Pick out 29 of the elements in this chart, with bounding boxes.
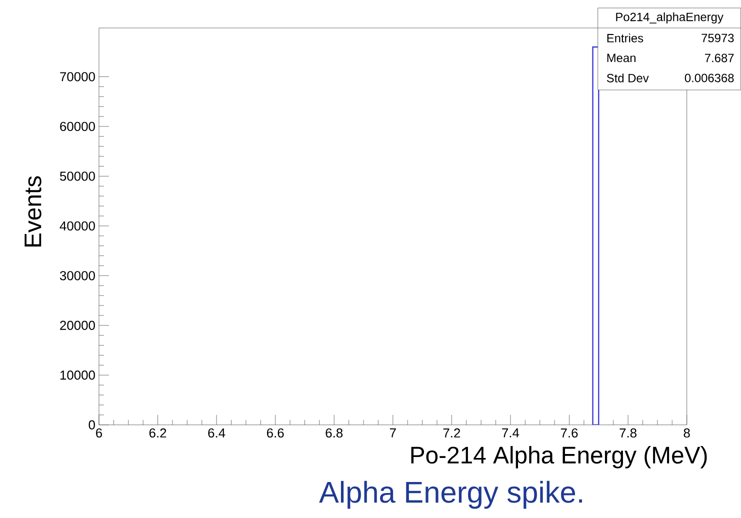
x-axis-title: Po-214 Alpha Energy (MeV) xyxy=(411,446,707,468)
annotation: Entries xyxy=(607,34,644,42)
text: 75973 xyxy=(702,34,734,42)
text: Po214_alphaEnergy xyxy=(616,12,724,24)
y-tick-label: 60000 xyxy=(60,122,95,132)
x-tick-label: 7.4 xyxy=(502,428,520,438)
x-tick-label: 6.2 xyxy=(149,428,166,438)
text: Alpha Energy spike. xyxy=(319,481,582,509)
annotation: Mean xyxy=(607,54,636,62)
y-tick-label: 50000 xyxy=(60,172,95,181)
x-tick-label: 7.2 xyxy=(443,428,460,438)
text: 7.687 xyxy=(704,54,734,62)
y-tick-label: 20000 xyxy=(60,320,95,330)
y-axis-title: Events xyxy=(24,176,42,247)
x-tick-label: 6.4 xyxy=(208,428,226,438)
y-tick-label: 10000 xyxy=(60,370,95,380)
x-tick-label: 6 xyxy=(96,428,102,438)
annotation: Std Dev xyxy=(606,74,649,82)
annotation: 0.006368 xyxy=(684,74,734,82)
x-tick-label: 8 xyxy=(684,428,690,438)
y-tick-label: 40000 xyxy=(60,221,95,231)
x-tick-label: 6.8 xyxy=(326,428,343,438)
x-tick-label: 7.6 xyxy=(560,428,578,438)
y-tick-label: 30000 xyxy=(60,271,95,280)
y-tick-label: 70000 xyxy=(60,72,95,82)
x-tick-label: 7.8 xyxy=(620,428,636,438)
x-tick-label: 7 xyxy=(390,428,396,438)
y-tick-label: 0 xyxy=(88,420,95,430)
x-tick-label: 6.6 xyxy=(266,428,284,438)
